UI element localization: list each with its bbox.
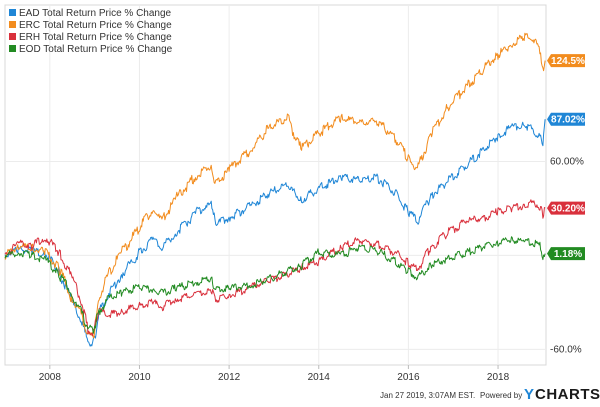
x-tick-label: 2016: [397, 372, 420, 383]
footer-powered-by: Powered by: [480, 391, 522, 400]
legend-swatch: [9, 45, 16, 52]
end-label-badge: [547, 201, 585, 215]
legend-entry: ERH Total Return Price % Change: [19, 32, 172, 43]
series-line: [4, 236, 546, 334]
x-tick-label: 2012: [218, 372, 241, 383]
end-label-value: 87.02%: [551, 115, 585, 126]
series-line: [4, 119, 546, 347]
legend-entry: EOD Total Return Price % Change: [19, 44, 173, 55]
legend-swatch: [9, 33, 16, 40]
end-label-value: 124.5%: [551, 56, 585, 67]
end-label-badge: [547, 54, 585, 68]
brand-logo-text: CHARTS: [535, 386, 600, 403]
grid-lines: [5, 5, 546, 365]
x-tick-label: 2014: [308, 372, 331, 383]
legend-swatch: [9, 9, 16, 16]
brand-logo-y: Y: [524, 386, 534, 403]
end-label-badge: [547, 247, 585, 261]
x-axis-ticks: 2008 2010 2012 2014 2016 2018: [39, 365, 510, 383]
y-tick-label: -60.0%: [550, 344, 582, 355]
legend-entry: ERC Total Return Price % Change: [19, 20, 172, 31]
series-lines: [4, 32, 546, 347]
y-tick-label: 60.00%: [550, 157, 584, 168]
legend-entry: EAD Total Return Price % Change: [19, 8, 172, 19]
footer: Jan 27 2019, 3:07AM EST. Powered by Y CH…: [380, 386, 600, 403]
plot-area: [4, 4, 547, 366]
end-label-badge: [547, 112, 585, 126]
x-tick-label: 2008: [39, 372, 62, 383]
legend-swatch: [9, 21, 16, 28]
end-value-labels: 87.02% 124.5% 30.20% 1.18%: [547, 54, 585, 261]
x-tick-label: 2018: [487, 372, 510, 383]
x-tick-label: 2010: [128, 372, 151, 383]
series-line: [4, 199, 546, 337]
end-label-value: 30.20%: [551, 204, 585, 215]
footer-timestamp: Jan 27 2019, 3:07AM EST.: [380, 391, 475, 400]
end-label-value: 1.18%: [554, 249, 582, 260]
